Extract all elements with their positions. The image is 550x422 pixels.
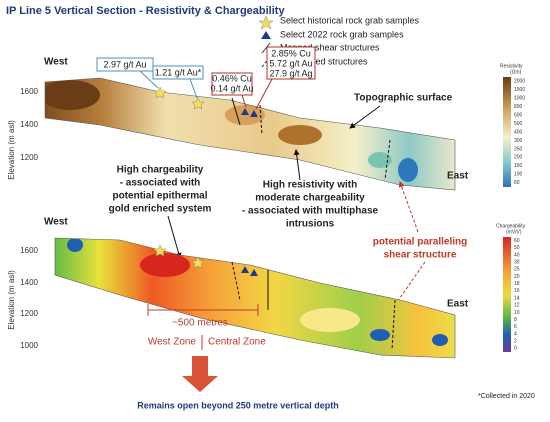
shear-dash bbox=[259, 104, 263, 136]
svg-text:intrusions: intrusions bbox=[286, 219, 335, 230]
y-tick: 1000 bbox=[20, 341, 38, 350]
sample-box bbox=[266, 46, 316, 80]
sample-text: 0.46% Cu bbox=[212, 73, 252, 83]
scale-label: 12 bbox=[514, 303, 520, 309]
zone: West Zone bbox=[148, 337, 197, 348]
scale-label: 16 bbox=[514, 288, 520, 294]
legend-triangle bbox=[261, 31, 271, 39]
y-tick: 1200 bbox=[20, 153, 38, 162]
scale-label: 18 bbox=[514, 281, 520, 287]
svg-text:moderate chargeability: moderate chargeability bbox=[255, 193, 365, 204]
scale-label: 300 bbox=[514, 138, 523, 144]
title: IP Line 5 Vertical Section - Resistivity… bbox=[6, 5, 285, 17]
scale-label: 30 bbox=[514, 259, 520, 265]
scale-label: 10 bbox=[514, 310, 520, 316]
scale-label: 150 bbox=[514, 163, 523, 169]
sample-text: 27.9 g/t Ag bbox=[269, 68, 312, 78]
legend-star bbox=[258, 15, 274, 30]
resistivity-scale bbox=[503, 77, 511, 187]
scale-label: 500 bbox=[514, 121, 523, 127]
y-label: Elevation (m asl) bbox=[7, 270, 16, 330]
scale-label: 4 bbox=[514, 331, 517, 337]
sample-box bbox=[96, 57, 154, 72]
shear-line bbox=[231, 97, 241, 126]
scale-label: 60 bbox=[514, 238, 520, 244]
scale-title: Chargeability bbox=[496, 223, 526, 229]
scale-label: 40 bbox=[514, 252, 520, 258]
east-label: East bbox=[447, 171, 469, 182]
scale-label: 50 bbox=[514, 245, 520, 251]
y-tick: 1600 bbox=[20, 246, 38, 255]
scale-label: 20 bbox=[514, 274, 520, 280]
sample-text: 0.14 g/t Au bbox=[210, 83, 253, 93]
y-tick: 1200 bbox=[20, 309, 38, 318]
down-arrow bbox=[182, 356, 218, 392]
scale-label: 14 bbox=[514, 295, 520, 301]
svg-text:High chargeability: High chargeability bbox=[117, 165, 204, 176]
note-resistivity: High resistivity with moderate chargeabi… bbox=[242, 180, 379, 230]
scale-unit: (mV/V) bbox=[506, 229, 522, 235]
scale-label: 800 bbox=[514, 104, 523, 110]
legend-line bbox=[261, 42, 271, 54]
east-label: East bbox=[447, 299, 469, 310]
scale-label: 1000 bbox=[514, 95, 525, 101]
scale-label: 400 bbox=[514, 129, 523, 135]
legend-label: Select historical rock grab samples bbox=[280, 15, 420, 25]
y-tick: 1400 bbox=[20, 278, 38, 287]
footnote: *Collected in 2020 bbox=[478, 393, 535, 400]
scale-unit: (Ωm) bbox=[510, 69, 522, 75]
legend-label: Select 2022 rock grab samples bbox=[280, 29, 404, 39]
scale-label: 250 bbox=[514, 146, 523, 152]
chargeability-scale bbox=[503, 237, 511, 352]
svg-text:- associated with multiphase: - associated with multiphase bbox=[242, 206, 379, 217]
scale-label: 1500 bbox=[514, 87, 525, 93]
scale-label: 0 bbox=[514, 346, 517, 352]
y-tick: 1600 bbox=[20, 87, 38, 96]
west-label: West bbox=[44, 217, 68, 228]
scale-label: 200 bbox=[514, 155, 523, 161]
legend-label: Mapped shear structures bbox=[280, 42, 380, 52]
zone: Central Zone bbox=[208, 337, 266, 348]
sample-text: 1.21 g/t Au* bbox=[155, 67, 202, 77]
note-shear: shear structure bbox=[384, 250, 457, 261]
svg-text:- associated with: - associated with bbox=[120, 178, 201, 189]
scale-label: 25 bbox=[514, 267, 520, 273]
distance: ~500 metres bbox=[172, 318, 228, 329]
west-label: West bbox=[44, 57, 68, 68]
svg-text:High resistivity with: High resistivity with bbox=[263, 180, 357, 191]
y-label: Elevation (m asl) bbox=[7, 120, 16, 180]
svg-text:potential epithermal: potential epithermal bbox=[112, 191, 207, 202]
sample-box bbox=[211, 72, 253, 96]
y-tick: 1400 bbox=[20, 120, 38, 129]
svg-text:gold enriched system: gold enriched system bbox=[109, 204, 212, 215]
sample-text: 2.85% Cu bbox=[271, 48, 311, 58]
note-shear: potential paralleling bbox=[373, 237, 467, 248]
scale-label: 600 bbox=[514, 112, 523, 118]
scale-label: 6 bbox=[514, 324, 517, 330]
sample-text: 2.97 g/t Au bbox=[103, 59, 146, 69]
legend-label: Interpreted structures bbox=[282, 56, 368, 66]
scale-title: Resistivity bbox=[500, 63, 523, 69]
topo-label: Topographic surface bbox=[354, 93, 453, 104]
scale-label: 2 bbox=[514, 339, 517, 345]
scale-label: 60 bbox=[514, 180, 520, 186]
sample-box bbox=[152, 65, 204, 80]
scale-label: 2000 bbox=[514, 79, 525, 85]
open-note: Remains open beyond 250 metre vertical d… bbox=[137, 400, 339, 410]
note-chargeability: High chargeability - associated with pot… bbox=[109, 165, 212, 215]
sample-text: 5.72 g/t Au bbox=[269, 58, 312, 68]
scale-label: 100 bbox=[514, 172, 523, 178]
scale-label: 8 bbox=[514, 317, 517, 323]
shear-dash bbox=[384, 139, 391, 181]
